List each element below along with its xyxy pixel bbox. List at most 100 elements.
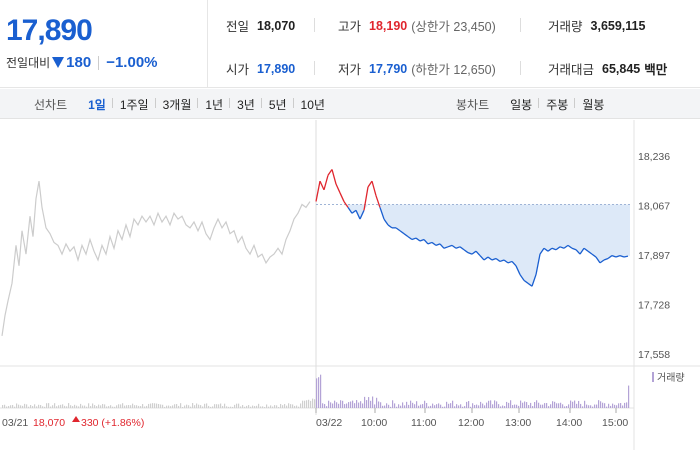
volume-bar bbox=[50, 406, 52, 408]
volume-bar bbox=[320, 374, 322, 408]
series-segment bbox=[335, 183, 341, 194]
tab-1d[interactable]: 1일 bbox=[88, 97, 106, 112]
stat-unit: 백만 bbox=[644, 63, 668, 77]
series-segment bbox=[463, 249, 469, 254]
volume-bar bbox=[318, 377, 320, 408]
tab-10y[interactable]: 10년 bbox=[292, 96, 332, 113]
tab-3y[interactable]: 3년 bbox=[229, 96, 262, 113]
tab-5y[interactable]: 5년 bbox=[260, 96, 294, 113]
below-reference-fill bbox=[316, 204, 630, 287]
volume-bar bbox=[242, 405, 244, 408]
volume-bar bbox=[512, 405, 514, 408]
volume-bar bbox=[514, 404, 516, 408]
stat-value: 65,845 bbox=[602, 61, 641, 76]
tab-1y[interactable]: 1년 bbox=[197, 96, 230, 113]
volume-bar bbox=[376, 397, 378, 408]
price-summary: 17,890 전일대비 180 −1.00% bbox=[0, 0, 208, 88]
volume-bar bbox=[356, 400, 358, 408]
volume-bar bbox=[344, 404, 346, 408]
volume-bar bbox=[426, 403, 428, 408]
volume-bar bbox=[422, 404, 424, 408]
stat-value: 17,790 bbox=[369, 61, 408, 76]
series-segment bbox=[419, 238, 425, 242]
volume-legend-swatch bbox=[652, 372, 654, 382]
tab-daily[interactable]: 일봉 bbox=[510, 97, 533, 112]
volume-bar bbox=[104, 404, 106, 408]
volume-bar bbox=[292, 404, 294, 408]
volume-bar bbox=[106, 406, 108, 408]
series-segment bbox=[595, 256, 601, 264]
volume-bar bbox=[284, 404, 286, 408]
series-segment bbox=[615, 254, 621, 258]
volume-bar bbox=[572, 401, 574, 408]
volume-bar bbox=[256, 405, 258, 408]
volume-bar bbox=[560, 402, 562, 408]
volume-bar bbox=[164, 406, 166, 408]
volume-bar bbox=[96, 406, 98, 408]
volume-bar bbox=[530, 402, 532, 408]
volume-bar bbox=[290, 404, 292, 408]
series-segment bbox=[447, 244, 453, 248]
volume-bar bbox=[180, 403, 182, 408]
volume-bar bbox=[220, 403, 222, 408]
tab-1w[interactable]: 1주일 bbox=[111, 96, 156, 113]
series-segment bbox=[407, 236, 413, 241]
volume-bar bbox=[476, 404, 478, 408]
volume-bar bbox=[34, 404, 36, 408]
volume-bar bbox=[236, 403, 238, 408]
volume-bar bbox=[146, 405, 148, 408]
volume-bar bbox=[248, 405, 250, 408]
volume-bar bbox=[130, 405, 132, 408]
volume-bar bbox=[362, 403, 364, 408]
volume-bar bbox=[622, 405, 624, 408]
volume-bar bbox=[392, 400, 394, 408]
volume-bar bbox=[340, 400, 342, 408]
volume-bar bbox=[628, 385, 630, 408]
volume-bar bbox=[522, 402, 524, 408]
volume-bar bbox=[44, 406, 46, 408]
series-segment bbox=[547, 247, 553, 252]
prev-change-label: 330 (+1.86%) bbox=[81, 417, 144, 429]
volume-bar bbox=[232, 406, 234, 408]
volume-bar bbox=[506, 401, 508, 408]
series-segment bbox=[507, 260, 513, 264]
volume-bar bbox=[108, 406, 110, 408]
volume-bar bbox=[370, 400, 372, 408]
volume-bar bbox=[396, 406, 398, 408]
series-segment bbox=[439, 243, 445, 249]
stat-high: 고가 18,190 (상한가 23,450) bbox=[338, 16, 496, 35]
series-segment bbox=[611, 254, 617, 258]
volume-bar bbox=[334, 400, 336, 408]
volume-bar bbox=[20, 405, 22, 408]
series-segment bbox=[619, 254, 625, 258]
volume-bar bbox=[280, 403, 282, 408]
volume-bar bbox=[194, 405, 196, 408]
x-tick-label: 14:00 bbox=[556, 417, 582, 429]
series-segment bbox=[379, 207, 385, 220]
volume-bar bbox=[138, 405, 140, 408]
prev-day-series bbox=[1, 181, 311, 336]
volume-bar bbox=[56, 406, 58, 408]
volume-bar bbox=[464, 406, 466, 408]
volume-bar bbox=[416, 401, 418, 408]
series-segment bbox=[411, 237, 417, 241]
volume-bar bbox=[504, 406, 506, 408]
volume-bar bbox=[608, 403, 610, 408]
stat-value: 17,890 bbox=[257, 61, 296, 76]
tab-3m[interactable]: 3개월 bbox=[154, 96, 199, 113]
volume-bar bbox=[300, 403, 302, 408]
volume-bar bbox=[538, 402, 540, 408]
volume-bar bbox=[420, 404, 422, 408]
volume-bar bbox=[494, 400, 496, 408]
volume-bar bbox=[454, 406, 456, 408]
tab-monthly[interactable]: 월봉 bbox=[574, 96, 611, 113]
x-tick-label: 11:00 bbox=[411, 417, 437, 429]
series-segment bbox=[343, 201, 349, 208]
line-chart-label: 선차트 bbox=[34, 97, 68, 112]
volume-bar bbox=[606, 406, 608, 408]
down-triangle-icon bbox=[52, 57, 65, 68]
volume-bar bbox=[178, 405, 180, 408]
volume-bar bbox=[174, 404, 176, 408]
volume-bar bbox=[186, 404, 188, 408]
tab-weekly[interactable]: 주봉 bbox=[538, 96, 575, 113]
